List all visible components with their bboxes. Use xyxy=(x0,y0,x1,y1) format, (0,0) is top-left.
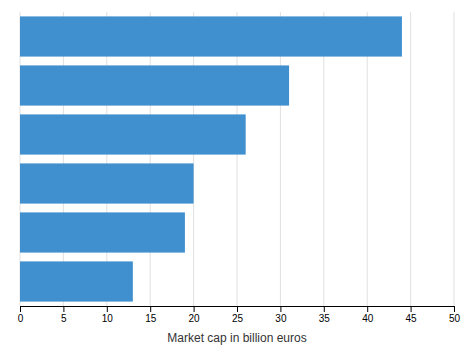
bar xyxy=(20,163,194,203)
x-tick-label: 30 xyxy=(275,313,287,324)
x-tick: 5 xyxy=(61,306,67,324)
x-tick-label: 45 xyxy=(406,313,418,324)
x-tick: 45 xyxy=(406,306,418,324)
chart: 0 5 10 15 20 25 30 35 40 45 50 Market cap in billio… xyxy=(0,0,474,352)
bar xyxy=(20,16,402,56)
bar xyxy=(20,65,289,105)
bar xyxy=(20,261,133,301)
x-axis: 0 5 10 15 20 25 30 35 40 45 50 xyxy=(18,306,461,324)
x-tick: 25 xyxy=(232,306,244,324)
x-tick-mark xyxy=(150,306,151,312)
bar xyxy=(20,114,246,154)
x-tick-mark xyxy=(280,306,281,312)
x-tick: 30 xyxy=(275,306,287,324)
x-tick: 15 xyxy=(145,306,157,324)
bar xyxy=(20,212,185,252)
x-tick-mark xyxy=(194,306,195,312)
x-tick-mark xyxy=(63,306,64,312)
x-tick-label: 50 xyxy=(449,313,461,324)
x-tick-label: 10 xyxy=(102,313,114,324)
x-tick: 35 xyxy=(319,306,331,324)
x-tick-label: 0 xyxy=(18,313,24,324)
plot: 0 5 10 15 20 25 30 35 40 45 50 xyxy=(18,12,461,324)
grid xyxy=(20,12,454,306)
x-tick: 50 xyxy=(449,306,461,324)
x-tick-label: 20 xyxy=(189,313,201,324)
x-tick-mark xyxy=(107,306,108,312)
x-tick-label: 15 xyxy=(145,313,157,324)
grid-line xyxy=(454,12,455,306)
x-axis-line xyxy=(21,307,455,313)
x-tick-mark xyxy=(454,306,455,312)
x-tick-label: 40 xyxy=(362,313,374,324)
x-tick-label: 35 xyxy=(319,313,331,324)
x-tick-mark xyxy=(411,306,412,312)
x-tick: 40 xyxy=(362,306,374,324)
x-axis-title: Market cap in billion euros xyxy=(167,331,306,345)
x-tick: 20 xyxy=(189,306,201,324)
grid-line xyxy=(410,12,411,306)
x-tick: 0 xyxy=(18,306,24,324)
x-tick-mark xyxy=(324,306,325,312)
x-tick: 10 xyxy=(102,306,114,324)
x-tick-mark xyxy=(237,306,238,312)
x-tick-mark xyxy=(20,306,21,312)
x-tick-label: 5 xyxy=(61,313,67,324)
bars xyxy=(20,16,402,301)
x-tick-label: 25 xyxy=(232,313,244,324)
x-tick-mark xyxy=(367,306,368,312)
